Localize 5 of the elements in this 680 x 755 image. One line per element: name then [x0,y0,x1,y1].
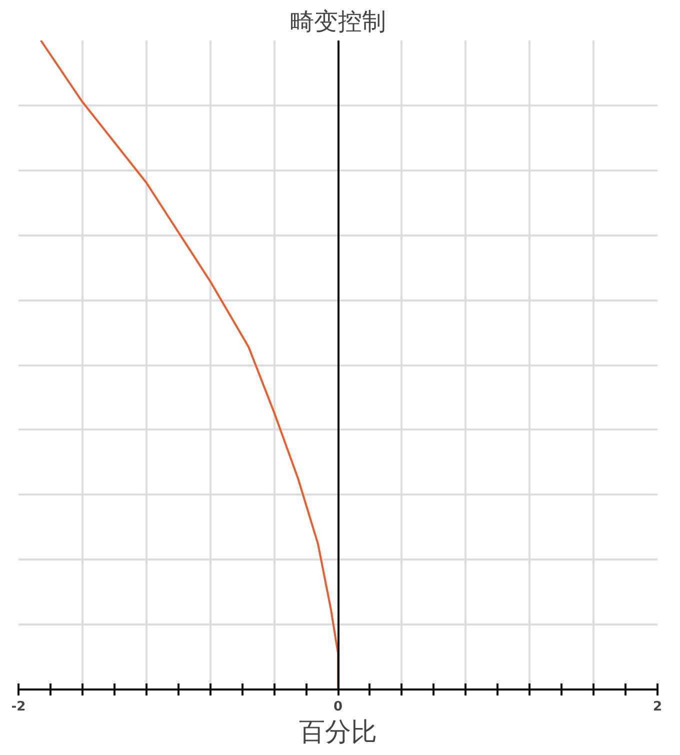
x-tick-label: 0 [333,700,343,714]
chart-title: 畸变控制 [290,8,386,36]
x-tick-label: 2 [652,700,662,714]
x-axis-title: 百分比 [299,718,377,748]
x-tick-label: -2 [11,700,26,714]
